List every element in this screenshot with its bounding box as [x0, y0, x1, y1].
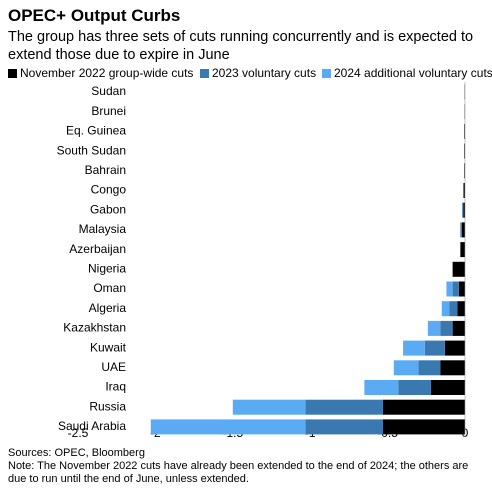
bar-segment: [462, 202, 464, 218]
bar-segment: [458, 281, 465, 297]
y-tick-label: Gabon: [90, 202, 126, 216]
y-tick-label: Azerbaijan: [69, 242, 126, 256]
y-tick-label: Saudi Arabia: [58, 419, 126, 433]
chart: November 2022 group-wide cuts 2023 volunt…: [8, 66, 492, 440]
bar-segment: [305, 399, 383, 415]
bar-segment: [449, 301, 458, 317]
x-tick-label: -2.5: [68, 426, 89, 440]
bar-segment: [463, 202, 465, 218]
chart-subtitle: The group has three sets of cuts running…: [8, 29, 474, 63]
bar-segment: [305, 419, 383, 435]
y-tick-label: Brunei: [91, 104, 126, 118]
y-tick-label: Iraq: [105, 380, 126, 394]
legend-swatch: [200, 69, 209, 78]
bar-segment: [403, 340, 425, 356]
bar-segment: [424, 340, 445, 356]
bar-segment: [364, 380, 399, 395]
bar-segment: [382, 419, 465, 435]
legend-swatch: [8, 69, 17, 78]
bar-segment: [464, 163, 465, 179]
bar-segment: [457, 301, 465, 317]
y-tick-label: Russia: [89, 399, 126, 413]
bar-segment: [398, 380, 431, 395]
bar-segment: [463, 183, 465, 198]
bar-segment: [452, 281, 459, 297]
bar-segment: [382, 399, 465, 415]
y-tick-label: Kazakhstan: [63, 321, 126, 335]
y-tick-label: Kuwait: [90, 340, 127, 354]
bar-segment: [441, 301, 450, 317]
bar-segment: [464, 143, 465, 159]
bar-segment: [460, 222, 462, 238]
bar-segment: [418, 360, 441, 376]
bar-segment: [393, 360, 419, 376]
bar-segment: [444, 340, 465, 356]
source: Sources: OPEC, Bloomberg: [8, 447, 145, 459]
legend-swatch: [322, 69, 331, 78]
legend-label: 2023 voluntary cuts: [212, 66, 316, 80]
y-tick-label: Eq. Guinea: [66, 124, 126, 138]
legend-label: November 2022 group-wide cuts: [20, 66, 193, 80]
bar-segment: [430, 380, 465, 395]
chart-title: OPEC+ Output Curbs: [8, 6, 181, 25]
bar-segment: [446, 281, 453, 297]
legend-label: 2024 additional voluntary cuts: [334, 66, 492, 80]
y-tick-label: Sudan: [91, 84, 126, 98]
y-tick-label: UAE: [101, 360, 126, 374]
y-tick-label: Malaysia: [79, 222, 127, 236]
bar-segment: [427, 320, 441, 336]
bar-segment: [452, 261, 465, 277]
y-tick-label: Congo: [91, 183, 127, 197]
y-tick-label: Algeria: [89, 301, 127, 315]
bar-segment: [150, 419, 306, 435]
footer: Sources: OPEC, Bloomberg Note: The Novem…: [8, 447, 488, 486]
y-tick-label: Nigeria: [88, 261, 126, 275]
bar-segment: [440, 320, 453, 336]
bar-segment: [232, 399, 306, 415]
bar-segment: [464, 123, 465, 139]
y-tick-label: Bahrain: [85, 163, 126, 177]
bar-segment: [460, 242, 465, 258]
note: Note: The November 2022 cuts have alread…: [8, 460, 469, 485]
bar-segment: [440, 360, 465, 376]
y-tick-label: South Sudan: [57, 143, 126, 157]
bar-segment: [452, 320, 465, 336]
y-tick-label: Oman: [93, 281, 126, 295]
bar-segment: [461, 222, 465, 238]
